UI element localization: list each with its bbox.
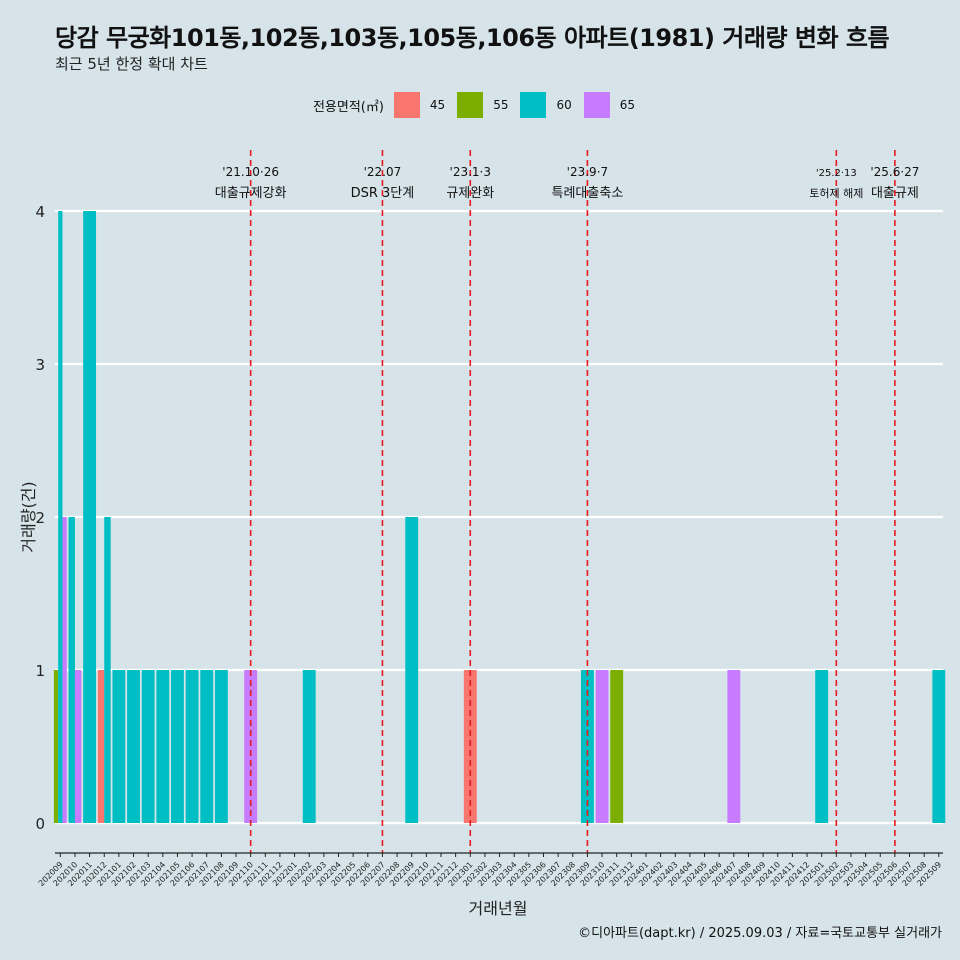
bar-202010-60 xyxy=(68,517,75,823)
bar-202107-60 xyxy=(200,670,214,823)
bar-202009-55 xyxy=(53,670,59,823)
annotation-label-202301: 규제완화 xyxy=(446,186,494,201)
bar-202311-55 xyxy=(610,670,624,823)
annotation-date-202309: '23.9·7 xyxy=(567,165,608,179)
bars xyxy=(53,211,946,823)
legend-swatch-65 xyxy=(583,92,610,118)
source-caption: ©디아파트(dapt.kr) / 2025.09.03 / 자료=국토교통부 실… xyxy=(578,926,942,941)
y-tick-label-0: 0 xyxy=(35,815,45,833)
bar-202009-65 xyxy=(62,517,67,823)
x-axis-title: 거래년월 xyxy=(469,899,528,918)
legend-label-55: 55 xyxy=(493,98,509,112)
annotation-label-202110: 대출규제강화 xyxy=(215,186,287,201)
bar-202202-60 xyxy=(302,670,316,823)
chart-title: 당감 무궁화101동,102동,103동,105동,106동 아파트(1981)… xyxy=(55,24,890,52)
bar-202010-65 xyxy=(74,670,82,823)
y-tick-label-4: 4 xyxy=(35,203,45,221)
bar-202011-60 xyxy=(83,211,97,823)
legend-item-45: 45 xyxy=(393,92,446,118)
bar-202501-60 xyxy=(815,670,829,823)
bar-202101-60 xyxy=(112,670,126,823)
bar-202108-60 xyxy=(214,670,228,823)
annotation-label-202506: 대출규제 xyxy=(871,186,919,201)
annotation-label-202207: DSR 3단계 xyxy=(351,186,415,201)
legend-swatch-45 xyxy=(393,92,420,118)
bar-202309-60 xyxy=(580,670,594,823)
annotation-date-202506: '25.6·27 xyxy=(870,165,919,179)
bar-202209-60 xyxy=(405,517,419,823)
bar-202009-60 xyxy=(58,211,63,823)
legend-label-65: 65 xyxy=(619,98,636,112)
y-axis-title: 거래량(건) xyxy=(19,481,38,552)
bar-202103-60 xyxy=(141,670,155,823)
bar-202301-45 xyxy=(463,670,477,823)
legend-swatch-60 xyxy=(520,92,547,118)
bar-202407-65 xyxy=(727,670,741,823)
legend-item-60: 60 xyxy=(520,92,572,118)
bar-202012-45 xyxy=(97,670,105,823)
legend-title: 전용면적(㎡) xyxy=(312,99,384,115)
annotation-date-202301: '23.1·3 xyxy=(450,165,491,179)
legend-label-45: 45 xyxy=(429,98,446,112)
chart-subtitle: 최근 5년 한정 확대 차트 xyxy=(55,55,208,73)
y-tick-label-1: 1 xyxy=(35,662,45,680)
bar-202104-60 xyxy=(156,670,170,823)
bar-202110-65 xyxy=(244,670,258,823)
y-axis: 0 1 2 3 4 xyxy=(35,203,45,833)
x-axis: 2020092020102020112020122021012021022021… xyxy=(37,852,943,888)
annotation-date-202207: '22.07 xyxy=(364,165,402,179)
annotation-label-202309: 특례대출축소 xyxy=(552,186,624,201)
legend-label-60: 60 xyxy=(556,98,572,112)
annotations: '21.10·26 대출규제강화 '22.07 DSR 3단계 '23.1·3 규제완화 '… xyxy=(215,150,919,853)
bar-202102-60 xyxy=(127,670,140,823)
legend-swatch-55 xyxy=(457,92,484,118)
y-tick-label-2: 2 xyxy=(35,509,45,527)
bar-202106-60 xyxy=(185,670,199,823)
bar-202310-65 xyxy=(595,670,609,823)
bar-202012-60 xyxy=(104,517,111,823)
annotation-date-202110: '21.10·26 xyxy=(222,165,279,179)
bar-202509-60 xyxy=(932,670,946,823)
bar-202105-60 xyxy=(171,670,184,823)
legend-item-55: 55 xyxy=(457,92,508,118)
legend-item-65: 65 xyxy=(583,92,636,118)
y-tick-label-3: 3 xyxy=(35,356,45,374)
annotation-date-202502: '25.2·13 xyxy=(816,168,857,179)
annotation-label-202502: 토허제 해제 xyxy=(809,186,863,200)
legend: 전용면적(㎡) 45 55 60 65 xyxy=(0,92,960,118)
